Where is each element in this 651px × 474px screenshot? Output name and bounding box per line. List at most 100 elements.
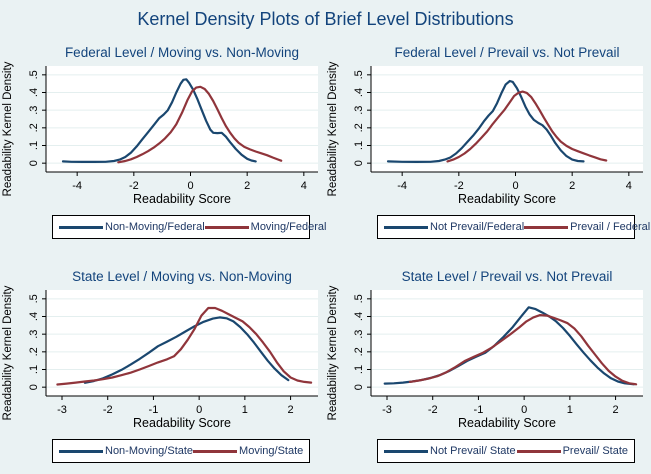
legend-entry: Prevail/ State <box>516 445 628 457</box>
y-tick-label: .2 <box>353 347 365 356</box>
x-tick-label: 2 <box>613 404 619 416</box>
x-axis-title: Readability Score <box>133 192 231 206</box>
density-curve-prevail-state <box>408 314 638 386</box>
y-tick-label: .4 <box>28 312 40 321</box>
x-tick-label: 1 <box>567 404 573 416</box>
plot-canvas-state-prevail: 0 .1 .2 .3 .4 .5 -3 -2 -1 0 1 2 Readability Score Rea… <box>327 269 643 430</box>
x-tick-label: -3 <box>382 404 392 416</box>
legend-entry: Prevail / Federal <box>524 221 650 233</box>
legend-label: Non-Moving/Federal <box>105 221 205 233</box>
legend-label: Not Prevail/ State <box>430 445 516 457</box>
x-tick-label: -2 <box>129 180 139 192</box>
x-tick-label: 0 <box>512 180 518 192</box>
y-tick-label: .3 <box>28 330 40 339</box>
x-tick-label: 4 <box>301 180 307 192</box>
subplot-grid: 0 .1 .2 .3 .4 .5 -4 -2 0 2 4 Readability Score Reada… <box>0 42 651 474</box>
subplot-title: Federal Level / Moving vs. Non-Moving <box>65 45 299 60</box>
y-tick-label: 0 <box>28 384 40 390</box>
legend-entry: Non-Moving/State <box>59 445 193 457</box>
x-tick-label: 4 <box>626 180 632 192</box>
x-tick-label: -3 <box>57 404 67 416</box>
density-curve-not-prevail-federal <box>386 79 585 163</box>
x-tick-label: 2 <box>244 180 250 192</box>
y-tick-label: .4 <box>28 88 40 97</box>
legend-state-prevail: Not Prevail/ State Prevail/ State <box>377 439 635 463</box>
y-axis-title: Readability Kernel Density <box>2 285 14 420</box>
x-tick-label: 1 <box>242 404 248 416</box>
x-axis-title: Readability Score <box>133 416 231 430</box>
plot-area-background <box>46 66 318 172</box>
y-tick-label: .1 <box>28 141 40 150</box>
legend-line-sample <box>524 225 569 229</box>
plot-area-background <box>371 66 643 172</box>
legend-line-sample <box>384 449 428 453</box>
density-curve-moving-federal <box>117 85 283 164</box>
legend-entry: Moving/State <box>193 445 303 457</box>
legend-label: Moving/Federal <box>250 221 327 233</box>
y-tick-label: .3 <box>28 106 40 115</box>
legend-state-moving: Non-Moving/State Moving/State <box>52 439 310 463</box>
y-tick-label: .1 <box>28 365 40 374</box>
y-tick-label: 0 <box>353 384 365 390</box>
density-curve-non-moving-state <box>83 316 290 384</box>
legend-entry: Not Prevail/Federal <box>384 221 524 233</box>
x-tick-label: -4 <box>72 180 82 192</box>
legend-label: Prevail / Federal <box>570 221 651 233</box>
legend-line-sample <box>193 449 238 453</box>
y-tick-label: .5 <box>28 70 40 79</box>
plot-canvas-federal-moving: 0 .1 .2 .3 .4 .5 -4 -2 0 2 4 Readability Score Reada… <box>2 45 318 206</box>
legend-line-sample <box>59 225 103 229</box>
y-axis-title: Readability Kernel Density <box>327 285 339 420</box>
x-axis-title: Readability Score <box>458 192 556 206</box>
subplot-federal-moving: 0 .1 .2 .3 .4 .5 -4 -2 0 2 4 Readability Score Reada… <box>0 42 326 242</box>
y-tick-label: .5 <box>353 70 365 79</box>
y-axis-title: Readability Kernel Density <box>2 61 14 196</box>
x-tick-label: -1 <box>474 404 484 416</box>
y-tick-label: .4 <box>353 312 365 321</box>
legend-federal-moving: Non-Moving/Federal Moving/Federal <box>52 215 326 239</box>
legend-line-sample <box>59 449 103 453</box>
y-tick-label: .2 <box>353 123 365 132</box>
subplot-title: Federal Level / Prevail vs. Not Prevail <box>394 45 619 60</box>
x-tick-label: -2 <box>103 404 113 416</box>
x-tick-label: 0 <box>521 404 527 416</box>
legend-federal-prevail: Not Prevail/Federal Prevail / Federal <box>377 215 650 239</box>
subplot-federal-prevail: 0 .1 .2 .3 .4 .5 -4 -2 0 2 4 Readability Score Reada… <box>325 42 651 242</box>
legend-label: Non-Moving/State <box>105 445 194 457</box>
plot-area-background <box>46 290 318 396</box>
y-tick-label: 0 <box>353 160 365 166</box>
plot-area-background <box>371 290 643 396</box>
legend-entry: Non-Moving/Federal <box>59 221 205 233</box>
figure-title: Kernel Density Plots of Brief Level Dist… <box>137 9 514 29</box>
density-curve-non-moving-federal <box>61 78 257 163</box>
plot-canvas-federal-prevail: 0 .1 .2 .3 .4 .5 -4 -2 0 2 4 Readability Score Reada… <box>327 45 643 206</box>
x-tick-label: 0 <box>187 180 193 192</box>
legend-label: Not Prevail/Federal <box>430 221 525 233</box>
plot-canvas-state-moving: 0 .1 .2 .3 .4 .5 -3 -2 -1 0 1 2 Readability Score Rea… <box>2 269 318 430</box>
y-tick-label: .4 <box>353 88 365 97</box>
legend-entry: Not Prevail/ State <box>384 445 516 457</box>
density-curve-prevail-federal <box>446 90 608 163</box>
subplot-title: State Level / Prevail vs. Not Prevail <box>402 269 613 284</box>
y-tick-label: .3 <box>353 330 365 339</box>
y-tick-label: .2 <box>28 123 40 132</box>
x-tick-label: 0 <box>196 404 202 416</box>
x-tick-label: -2 <box>428 404 438 416</box>
legend-line-sample <box>384 225 428 229</box>
legend-label: Prevail/ State <box>562 445 628 457</box>
x-axis-title: Readability Score <box>458 416 556 430</box>
legend-line-sample <box>516 449 561 453</box>
legend-line-sample <box>204 225 249 229</box>
y-axis-title: Readability Kernel Density <box>327 61 339 196</box>
x-tick-label: -1 <box>149 404 159 416</box>
y-tick-label: .3 <box>353 106 365 115</box>
x-tick-label: -2 <box>454 180 464 192</box>
x-tick-label: -4 <box>397 180 407 192</box>
subplot-state-prevail: 0 .1 .2 .3 .4 .5 -3 -2 -1 0 1 2 Readability Score Rea… <box>325 242 651 474</box>
x-tick-label: 2 <box>569 180 575 192</box>
y-tick-label: 0 <box>28 160 40 166</box>
y-tick-label: .1 <box>353 141 365 150</box>
legend-entry: Moving/Federal <box>204 221 327 233</box>
legend-label: Moving/State <box>239 445 304 457</box>
